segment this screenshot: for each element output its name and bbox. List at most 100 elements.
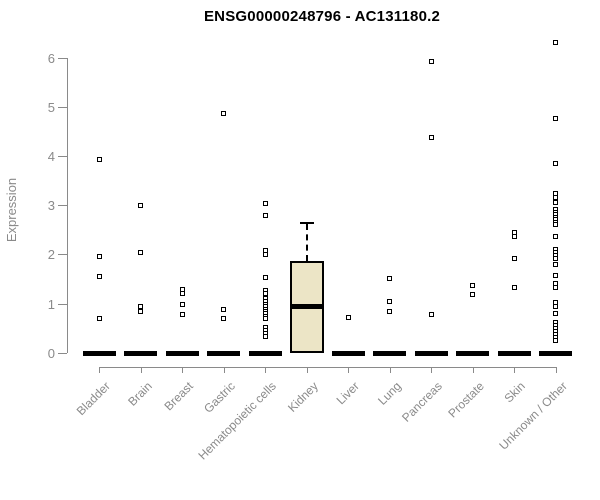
chart-title: ENSG00000248796 - AC131180.2 <box>203 8 441 25</box>
data-point-marker <box>553 285 558 291</box>
y-tick-label: 3 <box>47 198 55 214</box>
data-point-marker <box>345 314 351 320</box>
x-category-label-text: Lung <box>374 379 404 408</box>
data-point-marker <box>179 312 185 318</box>
data-point-marker <box>221 316 226 322</box>
zero-median-bar <box>82 350 116 357</box>
y-tick-label: 1 <box>47 296 55 312</box>
data-point-marker <box>553 115 558 121</box>
data-point-marker <box>262 316 268 322</box>
x-axis-tick <box>348 367 349 373</box>
box-whisker <box>305 223 308 261</box>
x-category-label: Lung <box>375 377 421 408</box>
y-axis-tick <box>58 352 67 354</box>
data-point-marker <box>428 59 434 65</box>
x-category-label: Liver <box>334 377 378 407</box>
data-point-marker <box>428 134 434 140</box>
data-point-marker <box>511 255 517 261</box>
data-point-marker <box>221 306 226 312</box>
zero-median-bar <box>165 350 199 357</box>
y-axis-tick <box>58 254 67 256</box>
zero-median-bar <box>497 350 531 357</box>
y-axis-tick <box>58 106 67 108</box>
data-point-marker <box>470 291 475 297</box>
x-category-label: Skin <box>501 377 541 405</box>
data-point-marker <box>138 304 143 310</box>
y-axis-label: Expression <box>4 177 19 243</box>
x-axis-tick <box>99 367 100 373</box>
data-point-marker <box>262 334 268 340</box>
data-point-marker <box>138 203 143 209</box>
y-tick-label: 5 <box>47 99 55 115</box>
data-point-marker <box>96 253 102 259</box>
data-point-marker <box>470 283 475 289</box>
x-axis-tick <box>389 367 391 373</box>
data-point-marker <box>553 304 558 310</box>
data-point-marker <box>96 316 102 322</box>
data-point-marker <box>138 250 143 256</box>
x-category-label: Brain <box>125 377 173 409</box>
data-point-marker <box>553 194 558 200</box>
x-axis-tick <box>265 367 266 373</box>
data-point-marker <box>553 272 558 278</box>
y-axis-line <box>67 58 68 354</box>
zero-median-bar <box>456 350 489 357</box>
x-axis-tick <box>140 367 142 373</box>
x-axis-tick <box>306 367 308 373</box>
data-point-marker <box>387 309 392 314</box>
x-category-label: Unknown / Other <box>496 377 600 453</box>
box-whisker-cap <box>299 221 314 224</box>
data-point-marker <box>221 111 226 117</box>
x-axis-tick <box>431 367 432 373</box>
data-point-marker <box>553 310 558 316</box>
y-tick-label: 2 <box>47 247 55 263</box>
y-axis-tick <box>58 303 67 305</box>
x-axis-tick <box>223 367 225 373</box>
y-tick-label: 0 <box>47 345 55 361</box>
data-point-marker <box>553 256 558 262</box>
x-axis-tick <box>514 367 515 373</box>
data-point-marker <box>553 337 558 343</box>
y-axis-tick <box>58 57 67 59</box>
zero-median-bar <box>414 350 448 357</box>
zero-median-bar <box>207 350 240 357</box>
zero-median-bar <box>248 350 282 357</box>
y-axis-tick <box>58 156 67 158</box>
x-axis-tick <box>472 367 474 373</box>
data-point-marker <box>553 161 558 166</box>
data-point-marker <box>179 301 185 307</box>
x-category-label-text: Bladder <box>73 379 113 419</box>
data-point-marker <box>553 262 558 268</box>
zero-median-bar <box>331 350 365 357</box>
data-point-marker <box>262 213 268 219</box>
data-point-marker <box>96 156 102 162</box>
data-point-marker <box>428 312 434 318</box>
data-point-marker <box>262 252 268 258</box>
box-median-line <box>289 304 324 310</box>
y-tick-label: 4 <box>47 149 55 165</box>
data-point-marker <box>262 200 268 206</box>
data-point-marker <box>262 247 268 253</box>
data-point-marker <box>553 234 558 240</box>
y-tick-label: 6 <box>47 50 55 66</box>
data-point-marker <box>511 233 517 239</box>
data-point-marker <box>138 309 143 314</box>
zero-median-bar <box>124 350 157 357</box>
data-point-marker <box>387 298 392 304</box>
zero-median-bar <box>373 350 406 357</box>
data-point-marker <box>262 290 268 296</box>
x-axis-tick <box>555 367 557 373</box>
data-point-marker <box>553 221 558 227</box>
zero-median-bar <box>539 350 572 357</box>
data-point-marker <box>553 199 558 205</box>
data-point-marker <box>553 39 558 45</box>
data-point-marker <box>179 291 185 297</box>
y-axis-tick <box>58 205 67 207</box>
x-axis-line <box>99 367 556 368</box>
x-axis-tick <box>182 367 183 373</box>
data-point-marker <box>511 284 517 290</box>
data-point-marker <box>96 273 102 279</box>
data-point-marker <box>262 274 268 280</box>
data-point-marker <box>387 275 392 281</box>
